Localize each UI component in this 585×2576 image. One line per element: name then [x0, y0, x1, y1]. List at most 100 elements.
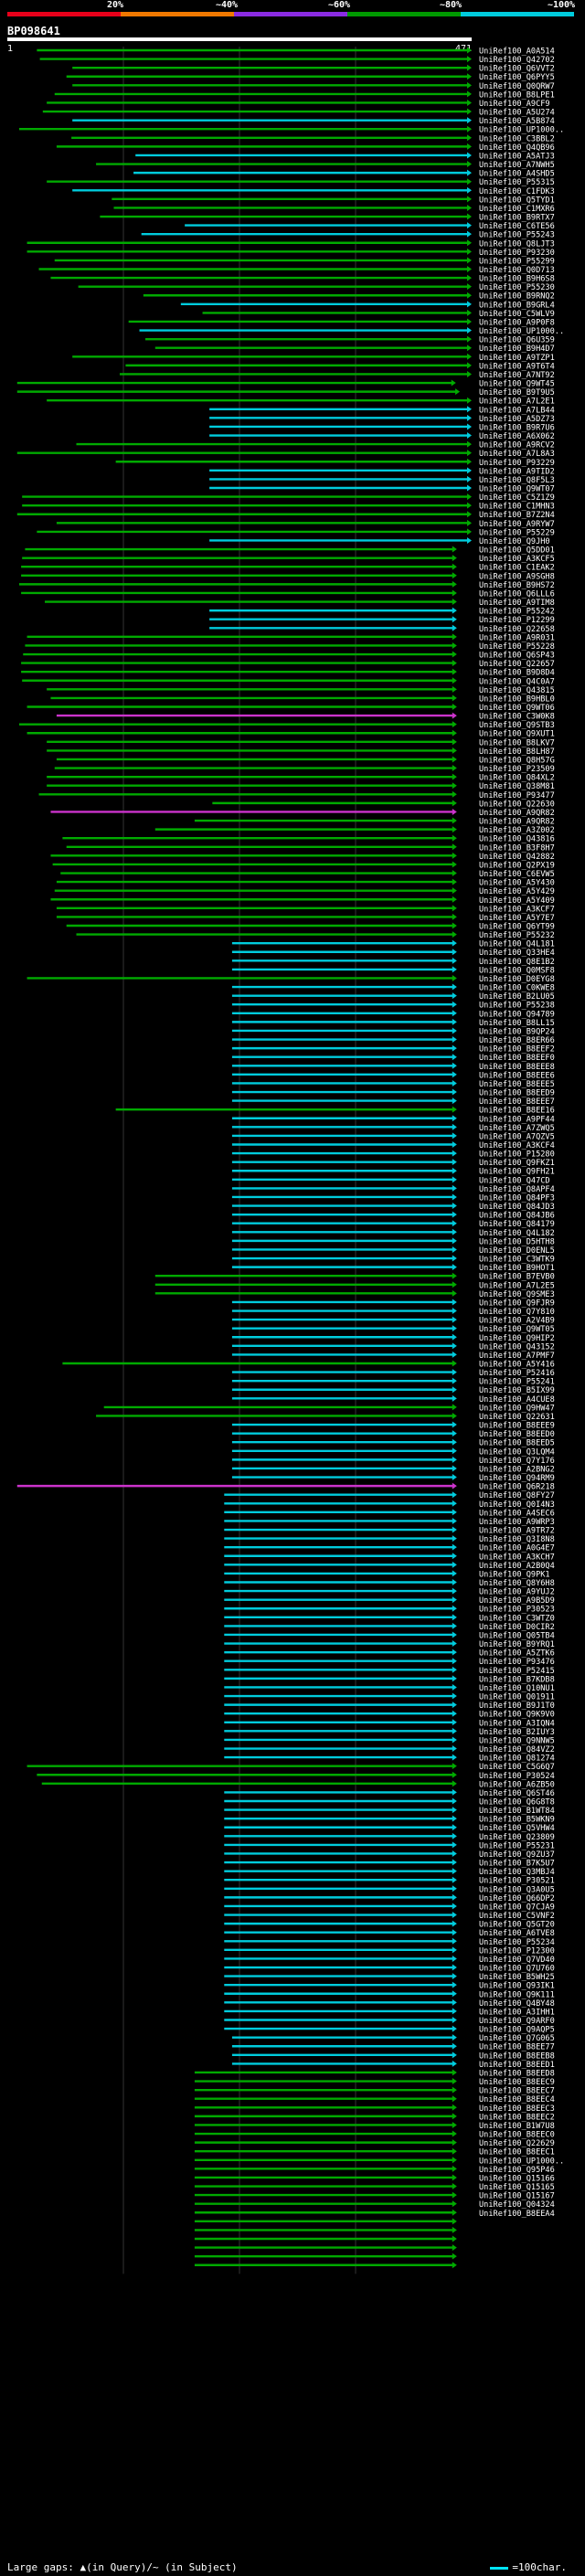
alignment-row: UniRef100_C1MHN3: [22, 502, 555, 512]
alignment-row: UniRef100_Q6SP43: [23, 651, 555, 661]
hit-arrow: [452, 694, 457, 702]
alignment-row: UniRef100_A9QR82: [194, 817, 555, 827]
hit-label: UniRef100_C5G6Q7: [479, 1763, 555, 1772]
hit-arrow: [452, 1369, 457, 1376]
hit-label: UniRef100_A5Y429: [479, 887, 555, 896]
hit-arrow: [467, 450, 472, 457]
alignment-row: UniRef100_Q4L182: [231, 1228, 555, 1238]
hit-arrow: [452, 1500, 457, 1507]
hit-arrow: [452, 1010, 457, 1017]
hit-arrow: [467, 222, 472, 229]
scale-seg-4: [347, 12, 461, 16]
hit-label: UniRef100_Q6ST46: [479, 1789, 555, 1798]
hit-label: UniRef100_A3KCF7: [479, 905, 555, 914]
alignment-row: UniRef100_A7L2E5: [154, 1281, 555, 1290]
hit-arrow: [452, 1141, 457, 1148]
alignment-row: UniRef100_Q01911: [224, 1692, 555, 1702]
alignment-row: UniRef100_P55241: [231, 1377, 555, 1387]
alignment-row: UniRef100_Q7U760: [224, 1964, 555, 1974]
hit-label: UniRef100_Q9SME3: [479, 1290, 555, 1299]
hit-label: UniRef100_D0EYG8: [479, 975, 555, 984]
hit-label: UniRef100_P55230: [479, 283, 555, 292]
hit-arrow: [467, 73, 472, 80]
hit-arrow: [452, 1763, 457, 1770]
alignment-row: UniRef100_C3W0K8: [56, 712, 555, 722]
hit-arrow: [467, 345, 472, 352]
alignment-row: UniRef100_Q43816: [62, 834, 555, 844]
alignment-row: UniRef100_A9R031: [27, 633, 555, 642]
hit-arrow: [467, 186, 472, 194]
hit-arrow: [452, 1044, 457, 1052]
alignment-row: UniRef100_A4SEC6: [224, 1509, 555, 1518]
hit-label: UniRef100_C3WTK9: [479, 1256, 555, 1265]
alignment-row: UniRef100_A9RYW7: [56, 519, 555, 529]
hit-arrow: [452, 2157, 457, 2164]
scale-label-60: ~60%: [327, 0, 351, 10]
alignment-row: UniRef100_UP1000..: [18, 125, 564, 135]
hit-label: UniRef100_B9H4D7: [479, 345, 555, 354]
hit-arrow: [467, 169, 472, 176]
alignment-row: UniRef100_P12299: [209, 616, 555, 625]
hit-arrow: [467, 370, 472, 377]
hit-label: UniRef100_Q81274: [479, 1754, 555, 1764]
scale-legend: =100char.: [490, 2561, 567, 2573]
hit-label: UniRef100_Q9HIP2: [479, 1334, 555, 1343]
hit-label: UniRef100_Q84VZ2: [479, 1745, 555, 1754]
hit-arrow: [452, 1299, 457, 1306]
alignment-row: UniRef100_B7KDB8: [224, 1675, 555, 1684]
alignment-row: UniRef100_B8LL15: [231, 1018, 555, 1028]
alignment-row: UniRef100_D0ENL5: [231, 1246, 555, 1256]
hit-label: UniRef100_Q8E1B2: [479, 958, 555, 967]
alignment-row: UniRef100_Q9HIP2: [231, 1333, 555, 1343]
hit-label: UniRef100_Q9PK1: [479, 1570, 550, 1579]
hit-arrow: [467, 196, 472, 203]
query-bar: [7, 37, 472, 41]
hit-label: UniRef100_B8EEF0: [479, 1054, 555, 1063]
hit-label: UniRef100_P52415: [479, 1667, 555, 1676]
hit-label: UniRef100_A9SGH8: [479, 572, 555, 581]
alignment-row: [194, 2253, 457, 2260]
hit-label: UniRef100_Q95P46: [479, 2166, 555, 2175]
hit-arrow: [452, 1596, 457, 1604]
hit-arrow: [452, 1351, 457, 1358]
hit-arrow: [467, 292, 472, 299]
hit-arrow: [452, 1150, 457, 1157]
hit-arrow: [452, 685, 457, 693]
hit-label: UniRef100_A7PMF7: [479, 1352, 555, 1361]
hit-arrow: [452, 668, 457, 675]
alignment-row: UniRef100_C6EVW5: [60, 870, 555, 879]
alignment-row: UniRef100_A9SGH8: [21, 572, 555, 581]
identity-color-bar: [7, 12, 574, 16]
hit-label: UniRef100_Q9FH21: [479, 1168, 555, 1177]
hit-arrow: [467, 90, 472, 98]
alignment-row: UniRef100_B2LU05: [231, 992, 555, 1002]
hit-label: UniRef100_Q9K9V0: [479, 1711, 555, 1720]
hit-label: UniRef100_Q6LLL6: [479, 589, 555, 599]
hit-arrow: [452, 1176, 457, 1183]
hit-arrow: [452, 1203, 457, 1210]
alignment-row: UniRef100_A5Y409: [50, 896, 555, 906]
hit-label: UniRef100_A9PF44: [479, 1115, 555, 1124]
alignment-row: UniRef100_B8EED8: [194, 2069, 555, 2078]
alignment-row: UniRef100_A9RCV2: [76, 440, 555, 451]
alignment-row: UniRef100_P55232: [76, 931, 555, 940]
hit-arrow: [452, 1675, 457, 1682]
hit-label: UniRef100_Q6SP43: [479, 652, 555, 661]
hit-label: UniRef100_Q0QRW7: [479, 82, 555, 91]
hit-arrow: [452, 1868, 457, 1875]
hit-arrow: [452, 1001, 457, 1008]
alignment-row: UniRef100_A7L2E1: [47, 397, 555, 407]
hit-arrow: [467, 406, 472, 413]
hit-label: UniRef100_Q9FKZ1: [479, 1159, 555, 1168]
hit-label: UniRef100_B8EE77: [479, 2043, 555, 2052]
hit-arrow: [452, 939, 457, 947]
hit-arrow: [452, 641, 457, 649]
hit-arrow: [452, 1123, 457, 1130]
hit-label: UniRef100_A5Y416: [479, 1361, 555, 1370]
alignment-row: UniRef100_B8EEC1: [194, 2147, 555, 2157]
alignment-row: UniRef100_A7PMF7: [231, 1351, 555, 1361]
alignment-row: UniRef100_B8ER66: [231, 1036, 555, 1045]
hit-arrow: [452, 738, 457, 746]
alignment-row: UniRef100_A9YUJ2: [224, 1587, 555, 1597]
hit-label: UniRef100_Q15165: [479, 2183, 555, 2192]
